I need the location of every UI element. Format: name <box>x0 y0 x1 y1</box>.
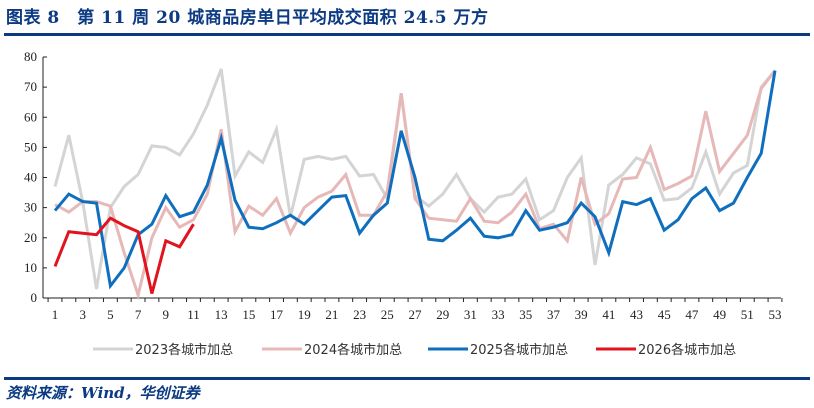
series-line-2024 <box>54 69 777 301</box>
source-rule <box>4 377 810 380</box>
x-tick-label: 13 <box>215 307 228 322</box>
x-tick-label: 41 <box>602 307 615 322</box>
x-tick-label: 3 <box>79 307 86 322</box>
chart-title: 图表 8 第 11 周 20 城商品房单日平均成交面积 24.5 万方 <box>6 8 489 28</box>
legend-label: 2026各城市加总 <box>638 342 736 358</box>
x-tick-label: 7 <box>135 307 142 322</box>
x-tick-label: 31 <box>464 307 477 322</box>
series-line-2025 <box>53 70 777 290</box>
series-lines <box>53 68 777 301</box>
x-tick-label: 15 <box>242 307 255 322</box>
y-tick-label: 70 <box>24 79 37 94</box>
x-tick-label: 45 <box>658 307 671 322</box>
x-tick-label: 5 <box>107 307 114 322</box>
x-tick-label: 35 <box>519 307 532 322</box>
x-tick-label: 53 <box>769 307 782 322</box>
series-line-2026 <box>53 216 195 294</box>
y-tick-label: 80 <box>24 49 37 64</box>
plot-area <box>12 38 809 372</box>
y-tick-label: 20 <box>24 230 37 245</box>
x-tick-label: 23 <box>353 307 366 322</box>
y-tick-label: 0 <box>31 290 38 305</box>
x-tick-label: 39 <box>575 307 588 322</box>
source-note: 资料来源：Wind，华创证券 <box>6 384 200 402</box>
x-tick-label: 37 <box>547 307 561 322</box>
x-axis: 1 3 5 7 9 11 13 15 17 19 21 23 25 27 29 31 33 35 37 39 41 43 4… <box>43 297 783 322</box>
x-tick-label: 1 <box>52 307 59 322</box>
y-tick-label: 60 <box>24 109 37 124</box>
y-tick-label: 30 <box>24 200 37 215</box>
legend-label: 2024各城市加总 <box>304 342 402 358</box>
y-tick-label: 10 <box>24 260 37 275</box>
legend-label: 2025各城市加总 <box>470 342 568 358</box>
x-tick-label: 17 <box>270 307 284 322</box>
x-tick-label: 19 <box>298 307 311 322</box>
x-tick-label: 21 <box>325 307 338 322</box>
y-tick-label: 40 <box>24 170 37 185</box>
x-tick-label: 47 <box>685 307 699 322</box>
legend: 2023各城市加总 2024各城市加总 2025各城市加总 2026各城市加总 <box>93 342 736 358</box>
x-tick-label: 11 <box>187 307 200 322</box>
title-rule <box>4 33 810 36</box>
legend-label: 2023各城市加总 <box>135 342 233 358</box>
x-tick-label: 25 <box>381 307 394 322</box>
y-tick-label: 50 <box>24 139 37 154</box>
x-tick-label: 29 <box>436 307 449 322</box>
x-tick-label: 9 <box>163 307 170 322</box>
x-tick-label: 51 <box>741 307 754 322</box>
x-tick-label: 49 <box>713 307 726 322</box>
y-axis: 0 10 20 30 40 50 60 70 80 <box>24 49 47 305</box>
x-tick-label: 33 <box>492 307 505 322</box>
x-tick-label: 43 <box>630 307 643 322</box>
x-tick-label: 27 <box>409 307 423 322</box>
